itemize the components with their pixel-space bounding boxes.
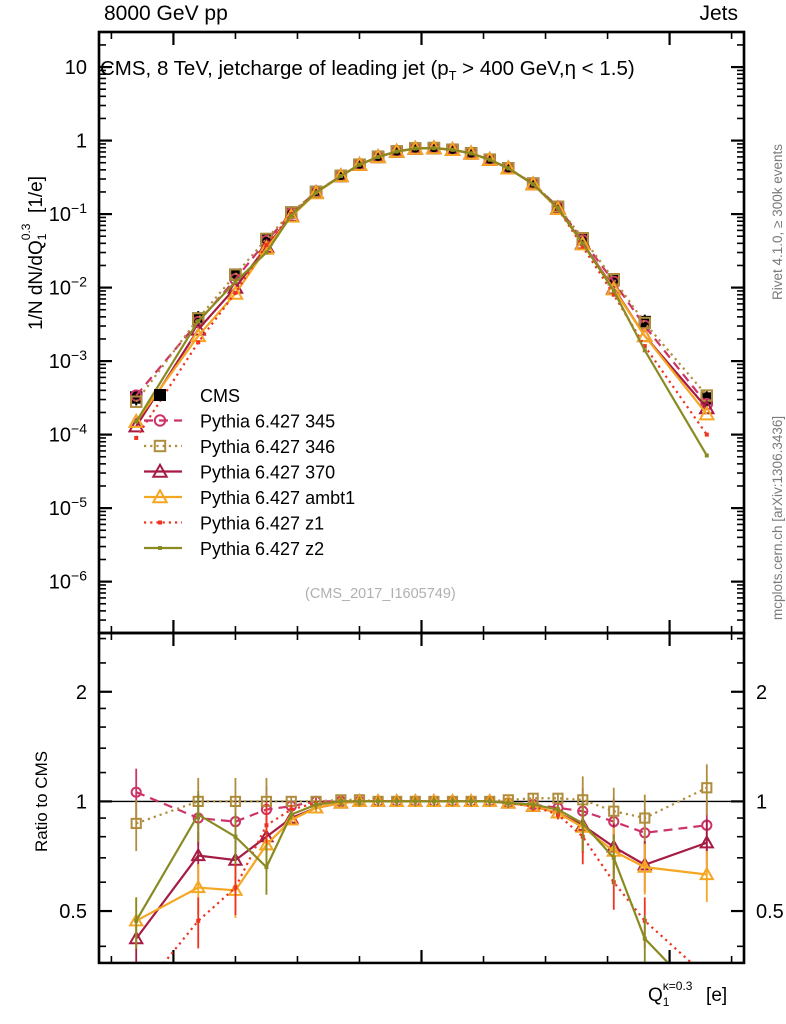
plot-title-main: CMS, 8 TeV, jetcharge of leading jet (p <box>100 57 449 80</box>
legend-label: Pythia 6.427 370 <box>200 463 335 483</box>
yaxis-tick-label: 10−2 <box>49 274 87 300</box>
ratio-series-pythia-6-427-345 <box>130 768 713 861</box>
yaxis-tick-label: 10−4 <box>49 421 87 447</box>
plot-title-sub: T <box>448 68 457 84</box>
legend-label: Pythia 6.427 z1 <box>200 514 324 534</box>
legend-label: Pythia 6.427 ambt1 <box>200 488 355 508</box>
legend-entry-pythia-6-427-346: Pythia 6.427 346 <box>144 437 335 457</box>
legend-label: Pythia 6.427 z2 <box>200 539 324 559</box>
plot-title-rest: > 400 GeV,η < 1.5) <box>456 57 635 80</box>
legend-label: Pythia 6.427 346 <box>200 437 335 457</box>
yaxis-label-sup: 0.3 <box>19 223 33 241</box>
rivet-version-label: Rivet 4.1.0, ≥ 300k events <box>770 144 785 300</box>
ratio-tick-label-right: 2 <box>756 682 767 704</box>
ratio-axis-label: Ratio to CMS <box>32 750 51 852</box>
ratio-tick-label: 0.5 <box>59 901 87 923</box>
series-cms <box>130 141 713 407</box>
analysis-watermark: (CMS_2017_I1605749) <box>305 586 456 602</box>
header-right: Jets <box>699 2 738 25</box>
legend-entry-pythia-6-427-370: Pythia 6.427 370 <box>144 463 335 483</box>
header-left: 8000 GeV pp <box>104 2 228 25</box>
yaxis-label-sub: 1 <box>35 233 49 241</box>
series-pythia-6-427-345 <box>130 141 713 411</box>
ratio-series-pythia-6-427-346 <box>130 764 713 852</box>
legend-entry-pythia-6-427-345: Pythia 6.427 345 <box>144 412 335 432</box>
ratio-series-pythia-6-427-z2 <box>134 791 708 1004</box>
legend-entry-pythia-6-427-z1: Pythia 6.427 z1 <box>144 514 324 534</box>
legend-label: Pythia 6.427 345 <box>200 412 335 432</box>
legend-entry-pythia-6-427-ambt1: Pythia 6.427 ambt1 <box>144 488 355 508</box>
yaxis-tick-label: 10−6 <box>49 568 87 594</box>
series-pythia-6-427-ambt1 <box>127 139 716 428</box>
series-pythia-6-427-346 <box>130 141 713 408</box>
xaxis-label-pre: Q <box>648 985 663 1006</box>
yaxis-tick-label: 10 <box>65 57 87 79</box>
ratio-series-pythia-6-427-370 <box>128 793 715 967</box>
yaxis-label-pre: 1/N dN/dQ <box>26 240 47 330</box>
xaxis-label-post: [e] <box>700 985 728 1006</box>
ratio-tick-label-right: 1 <box>756 791 767 813</box>
series-pythia-6-427-z2 <box>134 146 709 458</box>
plot-title: CMS, 8 TeV, jetcharge of leading jet (pT… <box>100 57 635 83</box>
legend-entry-pythia-6-427-z2: Pythia 6.427 z2 <box>144 539 324 559</box>
yaxis-tick-label: 10−3 <box>49 347 87 373</box>
legend-entry-cms: CMS <box>154 386 240 406</box>
mcplots-reference-label: mcplots.cern.ch [arXiv:1306.3436] <box>770 415 785 620</box>
xaxis-label-sup: κ=0.3 <box>662 979 693 993</box>
ratio-tick-label: 2 <box>76 682 87 704</box>
yaxis-label-post: [1/e] <box>26 175 47 219</box>
ratio-series-pythia-6-427-ambt1 <box>128 793 715 949</box>
legend-label: CMS <box>200 386 240 406</box>
yaxis-tick-label: 10−5 <box>49 494 87 520</box>
yaxis-label: 1/N dN/dQ 0.3 1 [1/e] <box>19 175 49 330</box>
ratio-tick-label-right: 0.5 <box>756 901 784 923</box>
yaxis-tick-label: 10−1 <box>49 200 87 226</box>
yaxis-tick-label: 1 <box>76 131 87 153</box>
xaxis-label-sub: 1 <box>662 995 670 1009</box>
ratio-tick-label: 1 <box>76 791 87 813</box>
